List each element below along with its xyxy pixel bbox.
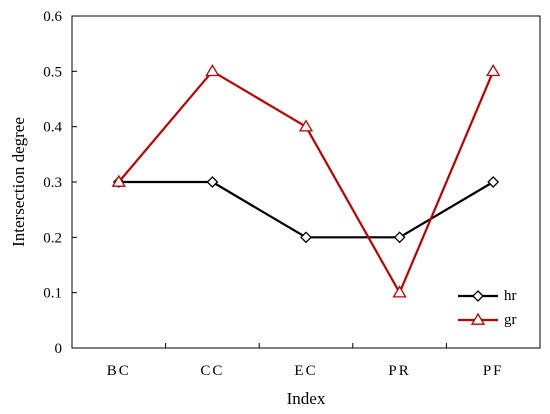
x-axis-title: Index bbox=[287, 389, 326, 408]
legend-label: hr bbox=[504, 288, 517, 304]
data-point-gr bbox=[486, 64, 501, 77]
x-tick-label: BC bbox=[107, 363, 131, 379]
y-tick-label: 0.4 bbox=[43, 120, 62, 136]
y-axis-ticks: 0 0.1 0.2 0.3 0.4 0.5 0.6 bbox=[43, 9, 77, 357]
x-tick-label: PR bbox=[388, 363, 410, 379]
data-point-gr bbox=[392, 285, 407, 298]
series-hr bbox=[112, 176, 500, 244]
data-point-gr bbox=[205, 64, 220, 77]
y-tick-label: 0.3 bbox=[43, 175, 62, 191]
x-tick-label: PF bbox=[483, 363, 504, 379]
data-point-hr bbox=[393, 231, 406, 244]
legend-label: gr bbox=[504, 312, 517, 328]
series-layer bbox=[111, 64, 501, 298]
legend-marker bbox=[472, 290, 484, 302]
x-tick-label: CC bbox=[200, 363, 224, 379]
y-tick-label: 0 bbox=[55, 341, 63, 357]
y-tick-label: 0.6 bbox=[43, 9, 62, 25]
legend-item-hr: hr bbox=[458, 288, 517, 304]
series-line-hr bbox=[118, 180, 494, 239]
data-point-gr bbox=[111, 174, 126, 187]
series-gr bbox=[111, 64, 501, 298]
x-tick-label: EC bbox=[294, 363, 317, 379]
legend-marker bbox=[470, 312, 486, 325]
legend: hr gr bbox=[458, 288, 517, 328]
data-point-hr bbox=[206, 176, 219, 188]
data-point-hr bbox=[487, 176, 500, 188]
y-axis-title: Intersection degree bbox=[9, 117, 28, 247]
plot-frame bbox=[71, 15, 541, 349]
x-axis-ticks: BC CC EC PR PF bbox=[107, 343, 504, 379]
y-tick-label: 0.1 bbox=[43, 286, 62, 302]
data-point-hr bbox=[300, 231, 312, 244]
data-point-gr bbox=[298, 119, 314, 132]
y-tick-label: 0.2 bbox=[43, 230, 62, 246]
y-tick-label: 0.5 bbox=[43, 64, 62, 80]
legend-item-gr: gr bbox=[458, 312, 517, 328]
